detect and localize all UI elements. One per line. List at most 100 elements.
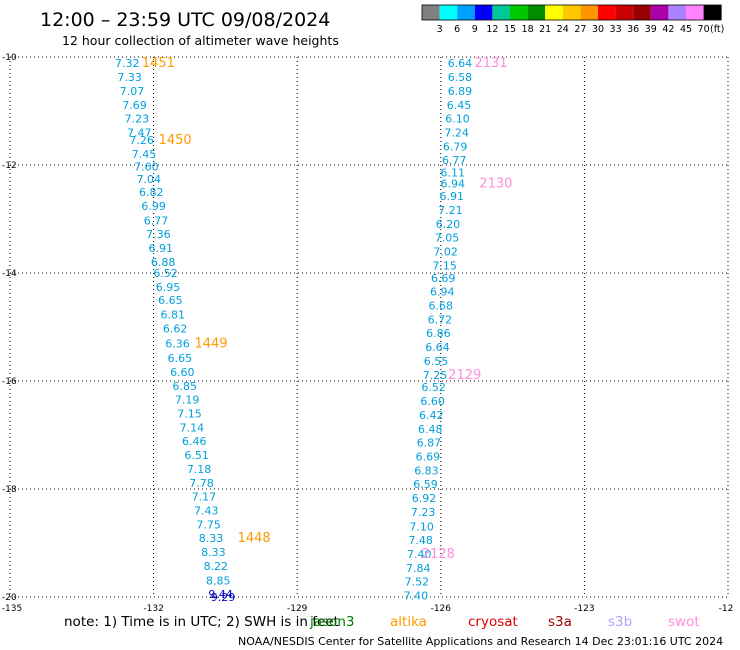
pass-time-label: 2131 <box>475 56 508 71</box>
wave-height-label: 7.02 <box>433 245 458 258</box>
wave-height-label: 7.33 <box>117 71 142 84</box>
wave-height-label: 9.44 <box>208 588 233 601</box>
wave-height-label: 7.17 <box>192 491 217 504</box>
track-swot: 6.646.586.896.456.107.246.796.776.116.94… <box>404 56 513 602</box>
wave-height-label: 6.46 <box>182 435 207 448</box>
pass-time-label: 1448 <box>238 531 271 546</box>
wave-height-label: 7.10 <box>409 520 434 533</box>
wave-height-label: 6.36 <box>165 338 190 351</box>
colorbar-legend: 3 6 9 12 15 18 21 24 27 30 33 36 39 42 45 70 (ft) <box>421 4 724 35</box>
wave-height-label: 7.78 <box>189 477 214 490</box>
wave-height-label: 7.84 <box>406 562 431 575</box>
x-tick-label: -132 <box>143 604 163 614</box>
colorbar-swatch <box>474 5 493 20</box>
wave-height-label: 6.89 <box>448 85 473 98</box>
wave-height-label: 6.88 <box>151 256 176 269</box>
wave-height-label: 6.77 <box>144 215 169 228</box>
wave-height-label: 6.77 <box>442 154 467 167</box>
colorbar-label: 24 <box>557 24 569 35</box>
wave-height-label: 9.29 <box>211 591 236 604</box>
colorbar-label: 3 <box>437 24 443 35</box>
wave-height-label: 6.62 <box>163 323 188 336</box>
satellite-tracks: 7.327.337.077.697.237.477.267.457.607.04… <box>115 56 512 604</box>
footer-credit: NOAA/NESDIS Center for Satellite Applica… <box>238 635 723 648</box>
y-tick-label: -12 <box>2 161 17 171</box>
y-tick-label: -14 <box>2 269 17 279</box>
chart-subtitle: 12 hour collection of altimeter wave hei… <box>62 33 339 48</box>
wave-height-label: 6.79 <box>443 141 468 154</box>
colorbar-label: 70 <box>698 24 710 35</box>
wave-height-label: 6.94 <box>430 285 455 298</box>
satellite-legend: jason3 altika cryosat s3a s3b swot <box>309 614 700 630</box>
wave-height-label: 6.51 <box>184 449 209 462</box>
colorbar-swatch <box>510 5 528 20</box>
colorbar-label: 9 <box>472 24 478 35</box>
footer-note: note: 1) Time is in UTC; 2) SWH is in fe… <box>64 614 339 630</box>
wave-height-label: 6.64 <box>425 341 450 354</box>
wave-height-label: 6.82 <box>139 186 164 199</box>
colorbar-swatch <box>703 5 722 20</box>
wave-height-label: 6.69 <box>416 451 441 464</box>
colorbar-label: 30 <box>592 24 604 35</box>
wave-height-label: 6.45 <box>447 99 472 112</box>
wave-height-label: 6.91 <box>440 190 465 203</box>
axis-tick-labels: -135 -132 -129 -126 -123 -12 -10 -12 -14 -16 -18 -2… <box>2 53 734 614</box>
wave-height-label: 6.60 <box>170 366 195 379</box>
colorbar-swatch <box>492 5 510 20</box>
colorbar-swatch <box>633 5 651 20</box>
colorbar-swatch <box>545 5 563 20</box>
colorbar-label: 15 <box>504 24 516 35</box>
colorbar-swatch <box>615 5 634 20</box>
wave-height-label: 6.68 <box>429 299 454 312</box>
wave-height-label: 7.15 <box>432 259 457 272</box>
colorbar-swatch <box>668 5 686 20</box>
colorbar-swatch <box>598 5 616 20</box>
wave-height-label: 6.69 <box>431 272 456 285</box>
x-tick-label: -129 <box>287 604 308 614</box>
colorbar-label: 33 <box>610 24 622 35</box>
y-tick-label: -16 <box>2 377 17 387</box>
wave-height-label: 7.48 <box>408 534 433 547</box>
colorbar-label: 36 <box>627 24 639 35</box>
wave-height-label: 6.95 <box>156 281 181 294</box>
wave-height-label: 6.48 <box>418 423 443 436</box>
pass-time-label: 2129 <box>448 368 481 383</box>
satellite-legend-cryosat: cryosat <box>468 614 518 630</box>
x-tick-label: -123 <box>574 604 594 614</box>
wave-height-label: 7.25 <box>423 369 448 382</box>
wave-height-label: 7.75 <box>196 519 221 532</box>
pass-time-label: 1451 <box>142 56 175 71</box>
wave-height-label: 8.33 <box>201 546 226 559</box>
wave-height-label: 7.32 <box>115 57 140 70</box>
satellite-legend-swot: swot <box>668 614 700 630</box>
wave-height-label: 7.60 <box>134 161 159 174</box>
wave-height-label: 7.23 <box>411 506 436 519</box>
wave-height-label: 7.40 <box>404 589 429 602</box>
colorbar-label: 21 <box>539 24 551 35</box>
pass-time-label: 1449 <box>194 337 227 352</box>
wave-height-label: 6.52 <box>421 381 446 394</box>
wave-height-label: 6.65 <box>158 294 183 307</box>
colorbar-swatch <box>650 5 669 20</box>
wave-height-label: 6.42 <box>419 409 444 422</box>
pass-time-label: 2128 <box>422 547 455 562</box>
colorbar-swatch <box>527 5 546 20</box>
colorbar-swatch <box>457 5 475 20</box>
wave-height-label: 7.19 <box>175 393 200 406</box>
wave-height-label: 7.47 <box>127 127 152 140</box>
wave-height-label: 7.23 <box>125 113 150 126</box>
colorbar-label: 45 <box>680 24 692 35</box>
colorbar-label: 12 <box>486 24 498 35</box>
colorbar-swatch <box>686 5 704 20</box>
colorbar-label: 6 <box>454 24 460 35</box>
colorbar-swatch <box>422 5 440 20</box>
colorbar-unit: (ft) <box>710 24 724 35</box>
track-altika: 7.327.337.077.697.237.477.267.457.607.04… <box>115 56 271 604</box>
y-tick-label: -20 <box>2 593 17 603</box>
colorbar-label: 27 <box>574 24 586 35</box>
wave-height-label: 7.36 <box>146 228 171 241</box>
wave-height-label: 7.69 <box>122 99 147 112</box>
wave-height-label: 6.86 <box>426 327 451 340</box>
wave-height-label: 7.26 <box>129 134 154 147</box>
